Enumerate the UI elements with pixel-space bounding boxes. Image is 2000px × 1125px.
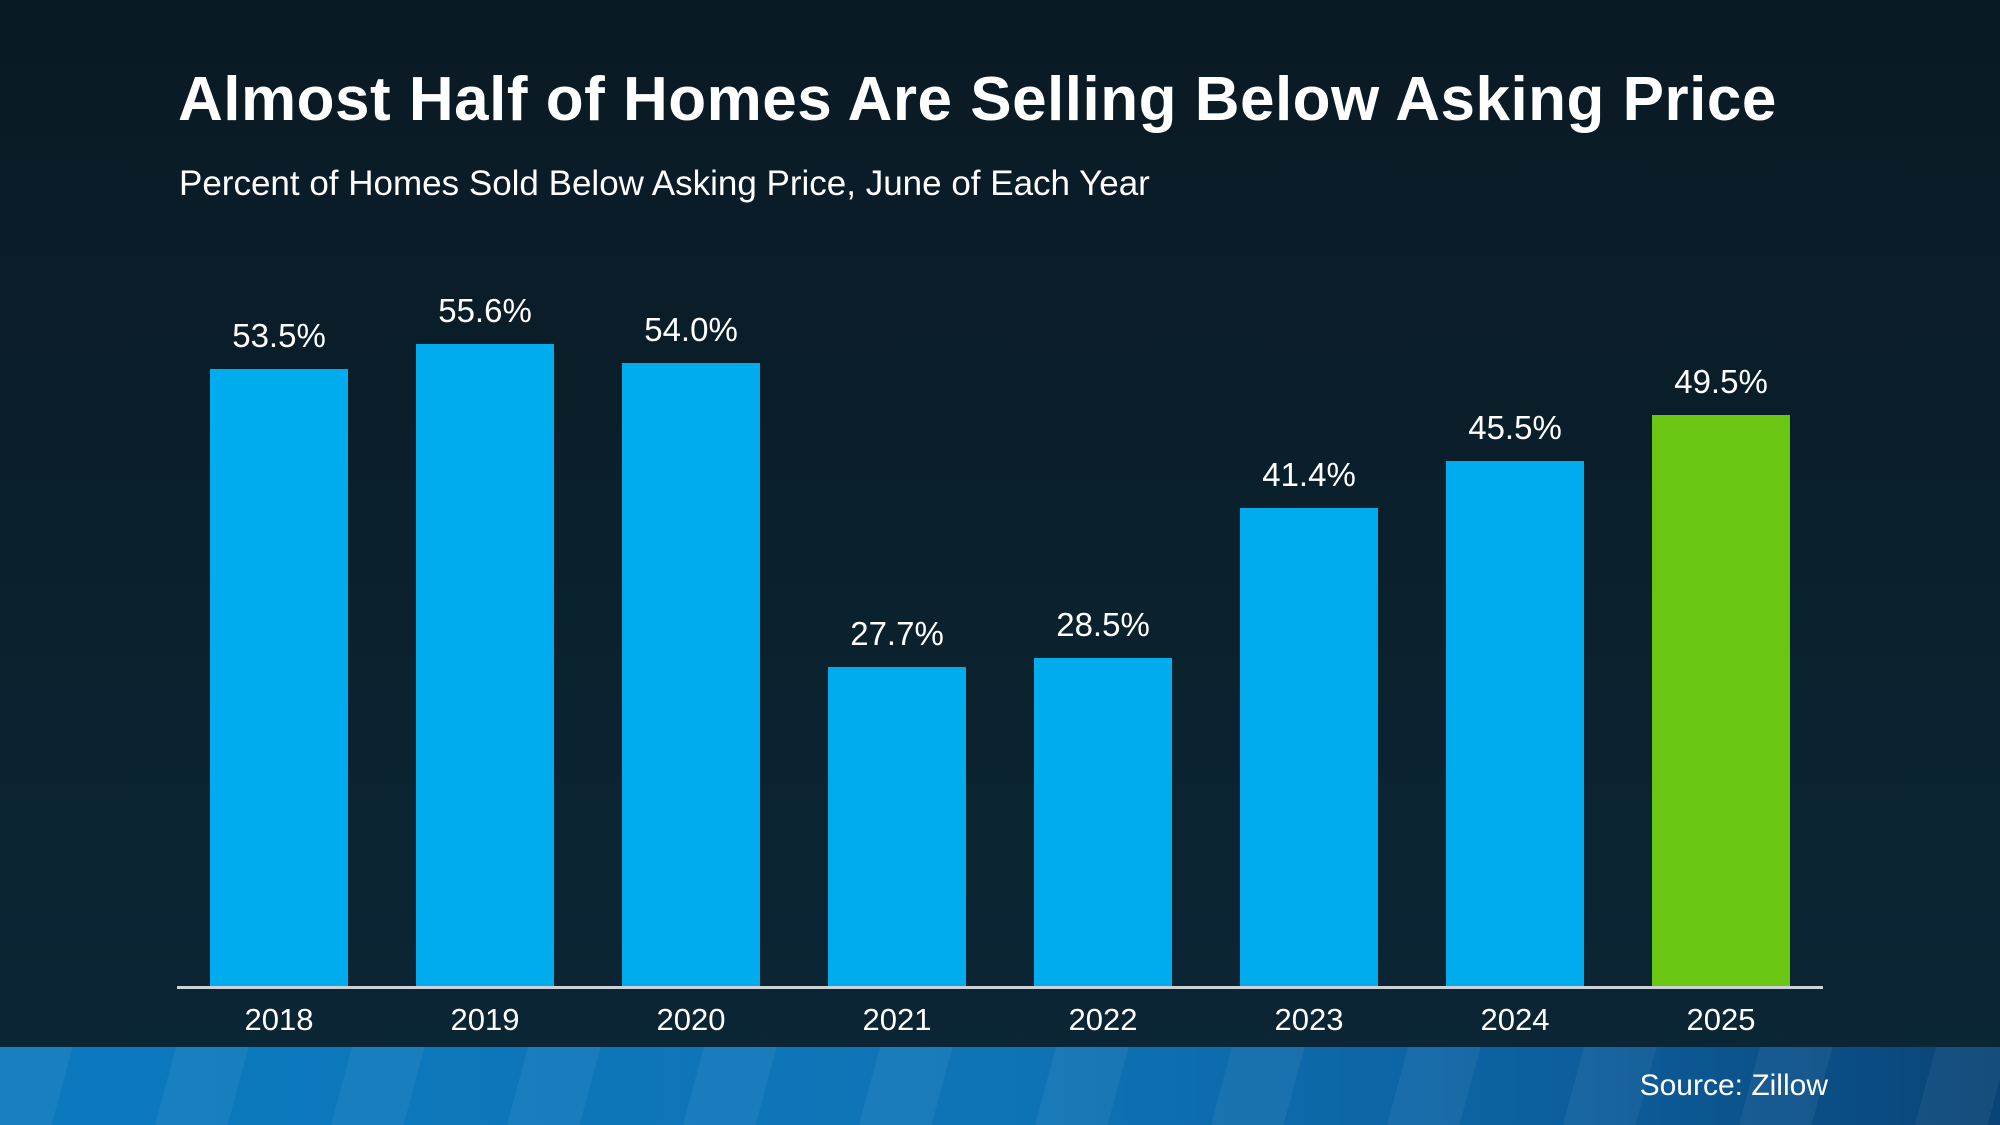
source-attribution: Source: Zillow: [1639, 1069, 1828, 1102]
bar-group-2024: 45.5% 2024: [1446, 409, 1584, 1037]
bar-2020: [622, 363, 760, 987]
plot-area: 53.5% 2018 55.6% 2019 54.0% 2020 27.7% 2021 28.5…: [177, 0, 1823, 1037]
chart-subtitle: Percent of Homes Sold Below Asking Price…: [179, 164, 1150, 203]
bar-value-label-2024: 45.5%: [1468, 409, 1562, 446]
chart-title: Almost Half of Homes Are Selling Below A…: [178, 65, 1777, 134]
bar-value-label-2025: 49.5%: [1674, 363, 1768, 400]
bar-value-label-2022: 28.5%: [1056, 606, 1150, 643]
x-axis-tick-label-2024: 2024: [1480, 1002, 1550, 1037]
bar-2021: [828, 667, 966, 987]
bar-value-label-2019: 55.6%: [438, 292, 532, 329]
bar-2025: [1652, 415, 1790, 987]
x-axis-tick-label-2019: 2019: [450, 1002, 520, 1037]
bar-group-2018: 53.5% 2018: [210, 317, 348, 1037]
x-axis-tick-label-2018: 2018: [244, 1002, 314, 1037]
bar-group-2022: 28.5% 2022: [1034, 606, 1172, 1037]
bar-2024: [1446, 461, 1584, 987]
bar-value-label-2021: 27.7%: [850, 615, 944, 652]
bar-group-2020: 54.0% 2020: [622, 311, 760, 1037]
x-axis-tick-label-2025: 2025: [1686, 1002, 1756, 1037]
bar-value-label-2020: 54.0%: [644, 311, 738, 348]
bar-group-2025: 49.5% 2025: [1652, 363, 1790, 1037]
x-axis-tick-label-2020: 2020: [656, 1002, 726, 1037]
bar-2023: [1240, 508, 1378, 987]
bar-2018: [210, 369, 348, 987]
x-axis-tick-label-2022: 2022: [1068, 1002, 1138, 1037]
x-axis-tick-label-2023: 2023: [1274, 1002, 1344, 1037]
bar-2022: [1034, 658, 1172, 987]
footer-bar: Source: Zillow: [0, 1047, 2000, 1125]
bar-2019: [416, 344, 554, 987]
bar-group-2021: 27.7% 2021: [828, 615, 966, 1037]
x-axis-line: [177, 986, 1823, 989]
x-axis-tick-label-2021: 2021: [862, 1002, 932, 1037]
bar-value-label-2018: 53.5%: [232, 317, 326, 354]
bar-group-2019: 55.6% 2019: [416, 292, 554, 1037]
bar-group-2023: 41.4% 2023: [1240, 456, 1378, 1037]
bar-value-label-2023: 41.4%: [1262, 456, 1356, 493]
